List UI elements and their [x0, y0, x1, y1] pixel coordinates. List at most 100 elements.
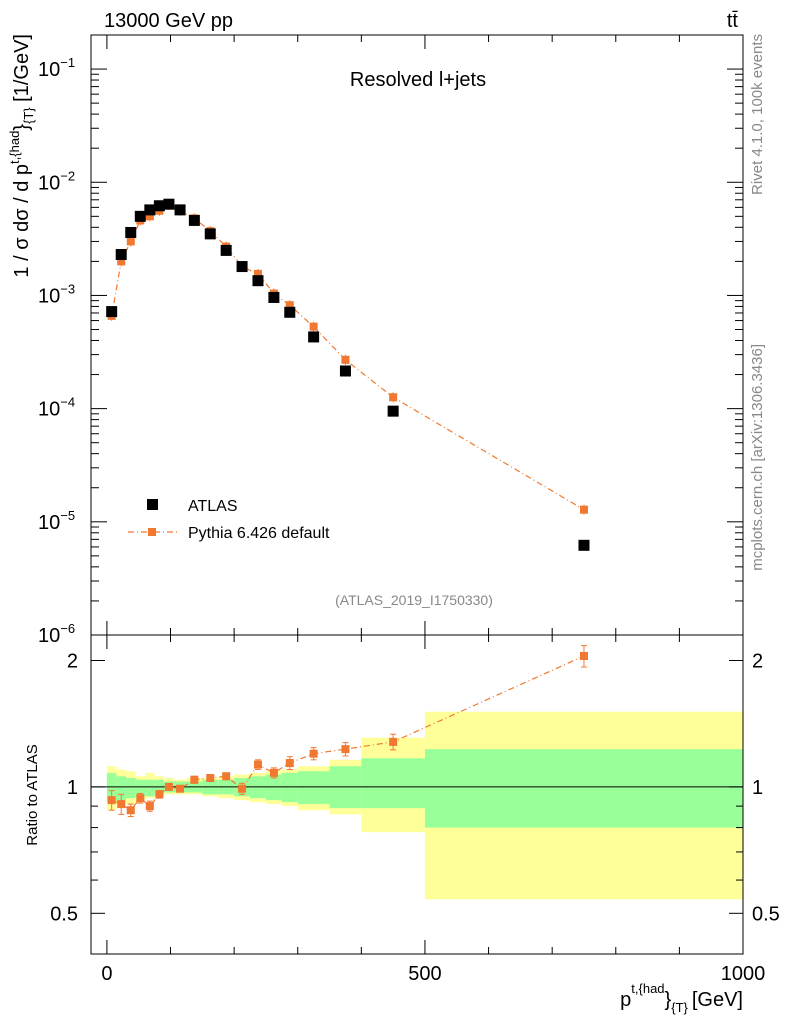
ratio-band-inner: [116, 776, 126, 801]
y-tick-label: 10−2: [38, 168, 75, 194]
ratio-band-inner: [281, 772, 298, 803]
atlas-point: [106, 306, 118, 318]
y-axis-label-b: [1/GeV]: [11, 34, 33, 107]
y-tick-exponent: −1: [60, 55, 75, 70]
atlas-point: [188, 214, 200, 226]
main-plot-frame: [90, 34, 744, 636]
x-axis-label-sub: }: [665, 989, 672, 1011]
mc-ratio-point: [206, 773, 215, 782]
mc-point: [389, 393, 398, 402]
legend-atlas-label: ATLAS: [188, 498, 238, 515]
y-tick-exponent: −5: [60, 508, 75, 523]
energy-label: 13000 GeV pp: [104, 10, 233, 32]
mc-series-main: [107, 199, 588, 515]
ratio-tick-label-left: 0.5: [50, 903, 78, 925]
y-tick-label: 10−4: [38, 395, 75, 421]
mc-ratio-point: [579, 651, 588, 660]
ratio-tick-label-right: 2: [752, 650, 763, 672]
mc-ratio-point: [269, 768, 278, 777]
atlas-point: [578, 539, 590, 551]
atlas-point: [252, 275, 264, 287]
ratio-tick-label-left: 1: [67, 777, 78, 799]
x-axis-label-sup: t,{had: [631, 981, 664, 996]
atlas-point: [144, 204, 156, 216]
ratio-tick-label-right: 1: [752, 777, 763, 799]
y-axis-label: 1 / σ dσ / d pt,{had}{T} [1/GeV]: [7, 34, 36, 278]
ratio-band-inner: [106, 772, 117, 803]
mc-ratio-point: [389, 737, 398, 746]
plot-title: Resolved l+jets: [350, 69, 486, 91]
mc-ratio-point: [126, 806, 135, 815]
mc-ratio-point: [253, 760, 262, 769]
atlas-point: [163, 198, 175, 210]
ratio-uncertainty-bands: [106, 711, 743, 900]
x-axis-label: pt,{had}{T} [GeV]: [620, 981, 743, 1015]
mc-ratio-point: [145, 802, 154, 811]
y-tick-exponent: −4: [60, 395, 75, 410]
mc-ratio-point: [285, 759, 294, 768]
x-tick-label: 1000: [721, 963, 766, 985]
analysis-id: (ATLAS_2019_I1750330): [335, 592, 493, 608]
mc-ratio-point: [136, 794, 145, 803]
y-tick-exponent: −2: [60, 168, 75, 183]
mc-ratio-point: [222, 772, 231, 781]
atlas-point: [220, 244, 232, 256]
x-axis-label-main: p: [620, 989, 631, 1011]
x-tick-label: 500: [408, 963, 441, 985]
y-tick-label: 10−1: [38, 55, 75, 81]
ratio-tick-label-left: 2: [67, 650, 78, 672]
atlas-point: [134, 210, 146, 222]
mcplots-label: mcplots.cern.ch [arXiv:1306.3436]: [749, 344, 766, 571]
data-series-main: [106, 198, 590, 551]
y-axis-label-sub2: {T}: [21, 107, 36, 124]
y-axis-label-sup: t,{had: [7, 131, 22, 164]
rivet-version-label: Rivet 4.1.0, 100k events: [749, 34, 766, 195]
ratio-band-inner: [125, 777, 136, 799]
mc-point: [285, 301, 294, 310]
legend: ATLAS Pythia 6.426 default: [128, 498, 330, 542]
y-tick-exponent: −6: [60, 621, 75, 636]
mc-ratio-point: [309, 749, 318, 758]
ratio-band-inner: [424, 749, 743, 828]
atlas-point: [339, 365, 351, 377]
y-tick-label: 10−6: [38, 621, 75, 647]
mc-point: [145, 212, 154, 221]
atlas-point: [387, 405, 399, 417]
atlas-point: [284, 306, 296, 318]
atlas-point: [204, 228, 216, 240]
mc-ratio-point: [107, 796, 116, 805]
x-axis-label-sub2: {T}: [671, 1000, 688, 1015]
ratio-band-inner: [361, 758, 425, 809]
mc-ratio-point: [238, 784, 247, 793]
y-tick-base: 10: [38, 172, 60, 194]
atlas-point: [115, 249, 127, 261]
y-tick-label: 10−5: [38, 508, 75, 534]
y-tick-base: 10: [38, 512, 60, 534]
mc-ratio-point: [155, 790, 164, 799]
mc-point: [253, 269, 262, 278]
y-tick-base: 10: [38, 285, 60, 307]
ratio-plot-frame: [90, 634, 744, 955]
y-axis-label-sub: }: [11, 124, 33, 131]
mc-point: [579, 505, 588, 514]
mc-point: [309, 322, 318, 331]
mc-ratio-point: [341, 745, 350, 754]
mc-series-ratio: [107, 645, 588, 818]
mc-ratio-point: [164, 782, 173, 791]
y-tick-base: 10: [38, 59, 60, 81]
legend-atlas-marker: [147, 499, 158, 510]
atlas-point: [174, 204, 186, 216]
atlas-point: [125, 226, 137, 238]
mc-ratio-point: [190, 775, 199, 784]
ratio-y-axis-label: Ratio to ATLAS: [24, 744, 41, 845]
mc-point: [117, 257, 126, 266]
y-tick-base: 10: [38, 625, 60, 647]
mc-ratio-point: [117, 800, 126, 809]
y-tick-label: 10−3: [38, 281, 75, 307]
x-axis-label-unit: [GeV]: [692, 989, 743, 1011]
atlas-point: [308, 331, 320, 343]
y-tick-exponent: −3: [60, 281, 75, 296]
legend-pythia-label: Pythia 6.426 default: [188, 525, 330, 542]
